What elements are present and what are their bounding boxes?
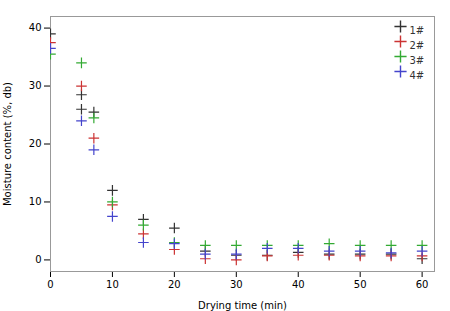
svg-text:10: 10 [106, 279, 119, 290]
svg-text:30: 30 [230, 279, 243, 290]
svg-text:1#: 1# [410, 25, 425, 36]
svg-text:50: 50 [354, 279, 367, 290]
svg-text:0: 0 [47, 279, 53, 290]
svg-text:3#: 3# [410, 55, 425, 66]
svg-text:2#: 2# [410, 40, 425, 51]
svg-text:40: 40 [292, 279, 305, 290]
svg-text:60: 60 [416, 279, 429, 290]
svg-text:20: 20 [168, 279, 181, 290]
svg-text:0: 0 [35, 254, 41, 265]
svg-text:30: 30 [29, 80, 42, 91]
svg-text:10: 10 [29, 196, 42, 207]
svg-text:Drying time (min): Drying time (min) [198, 300, 287, 311]
svg-text:Moisture content (%, db): Moisture content (%, db) [2, 82, 13, 206]
svg-text:40: 40 [29, 22, 42, 33]
svg-text:20: 20 [29, 138, 42, 149]
svg-text:4#: 4# [410, 70, 425, 81]
